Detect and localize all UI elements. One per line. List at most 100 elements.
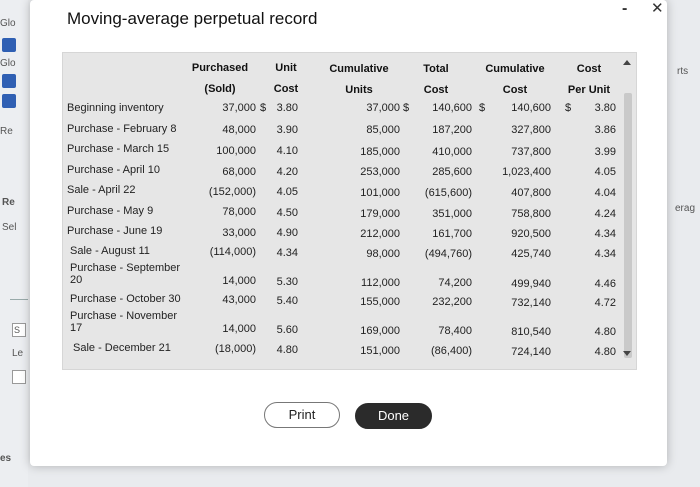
purchased-cell: (114,000): [209, 246, 256, 258]
header-cost-per-unit: Cost: [576, 63, 602, 75]
cost-per-unit-cell: 3.80: [594, 102, 616, 114]
cum-cost-cell: 407,800: [511, 187, 551, 199]
total-cost-cell: 78,400: [438, 325, 472, 337]
bg-text-fragment: rts: [677, 66, 689, 77]
cum-units-cell: 151,000: [360, 345, 400, 357]
cum-units-cell: 101,000: [360, 187, 400, 199]
bg-app-icon: [2, 38, 16, 52]
scroll-down-arrow-icon[interactable]: [623, 351, 631, 356]
cum-units-cell: 37,000: [366, 102, 400, 114]
unit-cost-cell: 4.05: [276, 186, 298, 198]
cum-units-cell: 169,000: [360, 325, 400, 337]
cost-per-unit-cell: 3.86: [594, 124, 616, 136]
cost-per-unit-cell: 4.80: [594, 346, 616, 358]
row-label: Sale - August 11: [70, 245, 150, 257]
total-cost-cell: (86,400): [431, 345, 472, 357]
cum-units-cell: 155,000: [360, 296, 400, 308]
total-cost-cell: (615,600): [424, 187, 472, 199]
purchased-cell: 100,000: [216, 145, 256, 157]
unit-cost-cell: 3.90: [276, 124, 298, 136]
cum-cost-cell: 758,800: [511, 208, 551, 220]
cum-cost-cell: 810,540: [511, 326, 551, 338]
purchased-cell: 78,000: [222, 206, 256, 218]
scroll-up-arrow-icon[interactable]: [623, 60, 631, 65]
header-cum-cost: Cost: [502, 84, 528, 96]
purchased-cell: (18,000): [215, 343, 256, 355]
unit-cost-cell: 4.20: [276, 166, 298, 178]
unit-cost-cell: 4.80: [276, 344, 298, 356]
row-label: Purchase - November 17: [70, 310, 177, 334]
purchased-cell: 14,000: [222, 323, 256, 335]
total-cost-cell: 410,000: [432, 146, 472, 158]
unit-cost-cell: 4.90: [276, 227, 298, 239]
currency-symbol: $: [565, 102, 572, 114]
dialog-title: Moving-average perpetual record: [67, 9, 318, 28]
bg-checkbox: [12, 370, 26, 384]
bg-text-fragment: Glo: [0, 18, 16, 29]
purchased-cell: 48,000: [222, 124, 256, 136]
cum-units-cell: 185,000: [360, 146, 400, 158]
cum-units-cell: 98,000: [366, 248, 400, 260]
header-total-cost: Cost: [423, 84, 449, 96]
cost-per-unit-cell: 4.04: [594, 187, 616, 199]
bg-checkbox: [12, 323, 26, 337]
purchased-cell: 14,000: [222, 275, 256, 287]
header-total: Total: [423, 63, 449, 75]
total-cost-cell: 351,000: [432, 208, 472, 220]
header-units: Units: [345, 84, 373, 96]
cum-units-cell: 212,000: [360, 228, 400, 240]
purchased-cell: 37,000: [222, 102, 256, 114]
background-app-bottom: [28, 466, 700, 487]
bg-app-icon: [2, 94, 16, 108]
cost-per-unit-cell: 4.46: [594, 278, 616, 290]
cum-units-cell: 179,000: [360, 208, 400, 220]
row-label: Purchase - October 30: [70, 293, 181, 305]
bg-app-icon: [2, 74, 16, 88]
currency-symbol: $: [479, 102, 486, 114]
row-label: Purchase - March 15: [67, 143, 170, 155]
row-label: Beginning inventory: [67, 102, 164, 114]
unit-cost-cell: 4.10: [276, 145, 298, 157]
cum-cost-cell: 920,500: [511, 228, 551, 240]
scrollbar-thumb[interactable]: [624, 93, 632, 358]
total-cost-cell: 161,700: [432, 228, 472, 240]
total-cost-cell: 285,600: [432, 166, 472, 178]
header-unit-cost: Cost: [273, 83, 299, 95]
row-label: Sale - April 22: [67, 184, 136, 196]
cost-per-unit-cell: 4.34: [594, 248, 616, 260]
header-sold: (Sold): [204, 83, 236, 95]
row-label: Purchase - April 10: [67, 164, 160, 176]
perpetual-record-table: [62, 52, 637, 370]
cum-cost-cell: 732,140: [511, 297, 551, 309]
cost-per-unit-cell: 4.05: [594, 166, 616, 178]
row-label: Purchase - June 19: [67, 225, 163, 237]
header-cumulative-cost: Cumulative: [485, 63, 545, 75]
bg-text-fragment: es: [0, 453, 12, 464]
header-per-unit: Per Unit: [567, 84, 611, 96]
header-unit: Unit: [275, 62, 297, 74]
row-label: Purchase - May 9: [67, 205, 154, 217]
unit-cost-cell: 5.30: [276, 276, 298, 288]
cum-cost-cell: 499,940: [511, 278, 551, 290]
unit-cost-cell: 3.80: [276, 102, 298, 114]
total-cost-cell: 232,200: [432, 296, 472, 308]
total-cost-cell: 74,200: [438, 277, 472, 289]
print-button[interactable]: Print: [264, 402, 340, 428]
cum-units-cell: 85,000: [366, 124, 400, 136]
cost-per-unit-cell: 4.34: [594, 228, 616, 240]
row-label: Purchase - February 8: [67, 123, 177, 135]
bg-text-fragment: Le: [12, 348, 24, 359]
cum-cost-cell: 327,800: [511, 124, 551, 136]
total-cost-cell: 187,200: [432, 124, 472, 136]
done-button[interactable]: Done: [355, 403, 432, 429]
cost-per-unit-cell: 4.72: [594, 297, 616, 309]
bg-text-fragment: erag: [675, 203, 696, 214]
cost-per-unit-cell: 4.80: [594, 326, 616, 338]
minimize-button[interactable]: -: [622, 0, 628, 17]
purchased-cell: 68,000: [222, 166, 256, 178]
row-label: Sale - December 21: [73, 342, 171, 354]
unit-cost-cell: 4.34: [276, 247, 298, 259]
close-button[interactable]: ✕: [651, 0, 664, 17]
currency-symbol: $: [260, 102, 267, 114]
bg-text-fragment: Re: [2, 197, 15, 208]
